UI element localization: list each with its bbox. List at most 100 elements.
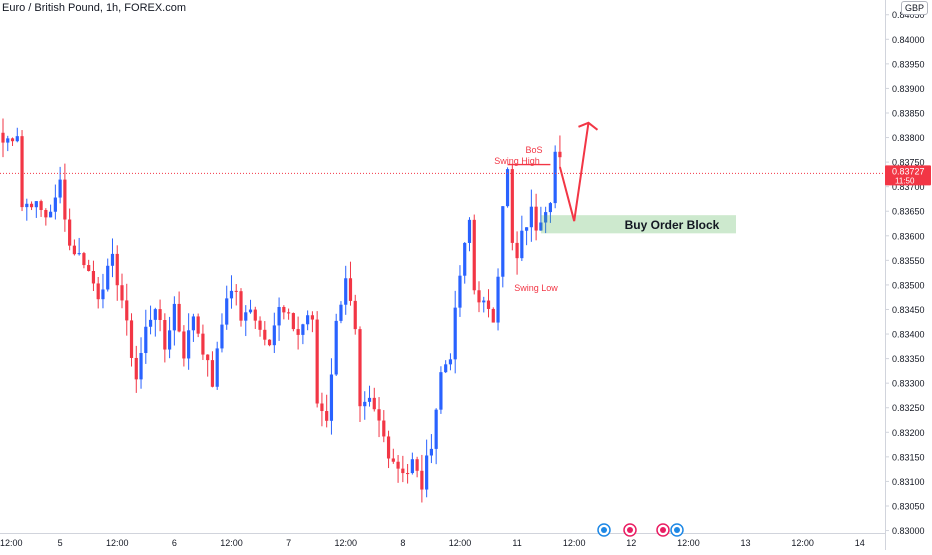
- y-tick-label: 0.83550: [892, 256, 925, 266]
- candle-body: [134, 357, 138, 380]
- projection-path[interactable]: [558, 122, 590, 222]
- x-tick-label: 11: [512, 538, 521, 548]
- current-price-countdown: 11:50: [895, 176, 915, 185]
- candle-body: [520, 230, 524, 259]
- candle-body: [53, 197, 57, 212]
- candle-body: [63, 179, 67, 220]
- candle-body: [225, 298, 229, 325]
- candle-body: [544, 212, 548, 223]
- candle-body: [372, 397, 376, 410]
- candle-body: [525, 227, 529, 231]
- y-tick-label: 0.83750: [892, 158, 925, 168]
- candle-body: [291, 313, 295, 330]
- y-tick-label: 0.83600: [892, 231, 925, 241]
- projection-arrowhead: [578, 121, 599, 131]
- candle-body: [339, 304, 343, 321]
- candle-body: [191, 316, 195, 331]
- order-block-zone[interactable]: [540, 215, 736, 234]
- candle-body: [429, 448, 433, 456]
- candle-body: [115, 253, 119, 286]
- candle-body: [82, 253, 86, 266]
- candle-body: [187, 330, 191, 359]
- candle-body: [201, 333, 205, 355]
- candle-body: [129, 320, 134, 358]
- candle-body: [220, 324, 224, 349]
- currency-button[interactable]: GBP: [901, 1, 929, 15]
- candle-body: [20, 136, 24, 208]
- candle-body: [410, 459, 414, 474]
- y-tick-label: 0.83400: [892, 330, 925, 340]
- x-tick-label: 12:00: [791, 538, 814, 548]
- x-tick-label: 12: [626, 538, 636, 548]
- candle-body: [505, 169, 510, 207]
- candle-body: [401, 468, 405, 474]
- candle-body: [158, 309, 162, 320]
- candle-body: [1, 132, 5, 143]
- x-tick-label: 12:00: [334, 538, 357, 548]
- x-tick-label: 8: [400, 538, 405, 548]
- candle-body: [77, 253, 81, 255]
- y-tick-label: 0.83700: [892, 182, 925, 192]
- candle-body: [72, 245, 76, 255]
- candle-body: [125, 300, 129, 321]
- candle-body: [139, 353, 143, 380]
- candle-body: [296, 329, 300, 335]
- price-axis[interactable]: [885, 0, 932, 550]
- candle-body: [348, 278, 353, 301]
- candle-body: [272, 325, 276, 346]
- candle-body: [486, 300, 491, 309]
- candle-body: [267, 339, 272, 346]
- x-tick-label: 7: [286, 538, 291, 548]
- candle-body: [467, 219, 472, 243]
- candle-body: [153, 309, 157, 320]
- candle-body: [87, 265, 91, 271]
- candle-body: [110, 253, 115, 266]
- candle-body: [91, 270, 96, 284]
- candle-body: [148, 319, 153, 327]
- candle-body: [425, 455, 429, 490]
- current-price-tag: [885, 165, 931, 186]
- y-tick-label: 0.83150: [892, 452, 925, 462]
- y-tick-label: 0.83000: [892, 526, 925, 536]
- candle-body: [420, 470, 424, 490]
- candle-body: [239, 291, 243, 321]
- candle-body: [163, 319, 167, 350]
- candle-body: [434, 409, 438, 449]
- y-tick-label: 0.83500: [892, 280, 925, 290]
- candle-body: [515, 242, 519, 259]
- y-tick-label: 0.83300: [892, 379, 925, 389]
- candle-body: [367, 397, 372, 402]
- candle-body: [301, 324, 305, 335]
- candle-body: [501, 206, 505, 277]
- candle-body: [496, 276, 500, 323]
- candle-body: [491, 308, 495, 323]
- x-tick-label: 6: [172, 538, 177, 548]
- candle-body: [358, 329, 362, 407]
- y-tick-label: 0.83250: [892, 403, 925, 413]
- y-tick-label: 0.83850: [892, 108, 925, 118]
- x-tick-label: 12:00: [677, 538, 700, 548]
- candle-body: [391, 458, 395, 462]
- candle-body: [182, 331, 186, 359]
- candle-body: [106, 265, 110, 290]
- dividends-icon-dot: [660, 527, 666, 533]
- candle-body: [448, 359, 453, 365]
- candle-body: [315, 319, 319, 404]
- candle-body: [229, 290, 234, 299]
- candle-body: [329, 374, 334, 421]
- candle-body: [34, 201, 38, 208]
- candle-body: [539, 222, 543, 231]
- y-tick-label: 0.83900: [892, 84, 925, 94]
- candle-body: [558, 151, 562, 158]
- x-tick-label: 12:00: [0, 538, 23, 548]
- candle-body: [10, 138, 15, 142]
- symbol-title[interactable]: Euro / British Pound, 1h, FOREX.com: [2, 2, 187, 14]
- candle-body: [282, 306, 286, 313]
- candle-body: [353, 300, 357, 330]
- candle-body: [386, 436, 391, 459]
- candle-body: [44, 210, 48, 218]
- candle-body: [548, 203, 552, 213]
- candle-body: [458, 275, 462, 308]
